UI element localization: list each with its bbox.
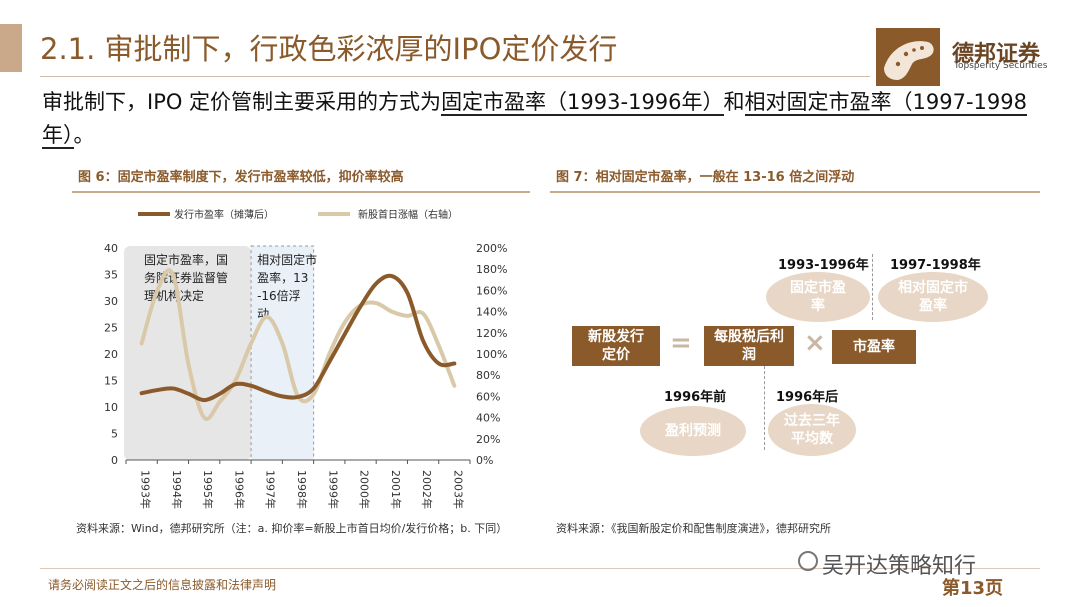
footer-disclaimer: 请务必阅读正文之后的信息披露和法律声明 [48, 578, 277, 592]
y-left-tick-label: 10 [104, 401, 118, 414]
x-tick-label: 2003年 [451, 470, 465, 509]
leopard-logo-icon [876, 28, 940, 86]
label-after-1996: 1996年后 [776, 390, 839, 405]
intro-text-2: 和 [723, 90, 745, 114]
y-right-tick-label: 180% [476, 263, 507, 276]
page-title: 2.1. 审批制下，行政色彩浓厚的IPO定价发行 [40, 32, 618, 66]
legend-label-first-day: 新股首日涨幅（右轴） [358, 208, 458, 221]
intro-paragraph: 审批制下，IPO 定价管制主要采用的方式为固定市盈率（1993-1996年）和相… [42, 86, 1062, 152]
y-left-tick-label: 25 [104, 322, 118, 335]
y-left-tick-label: 40 [104, 242, 118, 255]
y-left-tick-label: 20 [104, 348, 118, 361]
x-tick-label: 2000年 [358, 470, 372, 509]
label-period-1993-1996: 1993-1996年 [778, 258, 869, 273]
node-three-year-average: 过去三年平均数 [768, 404, 856, 456]
node-eps: 每股税后利润 [704, 326, 794, 366]
watermark-text: 吴开达策略知行 [822, 554, 977, 579]
y-right-tick-label: 200% [476, 242, 507, 255]
intro-text-1: 审批制下，IPO 定价管制主要采用的方式为 [42, 90, 442, 114]
times-operator: × [804, 328, 826, 358]
footer-divider [40, 568, 1040, 569]
y-right-tick-label: 140% [476, 306, 507, 319]
x-tick-label: 2001年 [389, 470, 403, 509]
equals-operator: = [670, 328, 692, 358]
wechat-icon [798, 551, 818, 571]
y-left-tick-label: 35 [104, 269, 118, 282]
intro-underline-1: 固定市盈率（1993-1996年） [441, 90, 724, 116]
node-profit-forecast: 盈利预测 [640, 406, 746, 456]
x-tick-label: 1999年 [326, 470, 340, 509]
region-relative-pe [251, 246, 314, 460]
legend-label-pe: 发行市盈率（摊薄后） [174, 208, 274, 221]
brand-name: 德邦证券 [952, 42, 1041, 67]
y-right-tick-label: 120% [476, 327, 507, 340]
figure6-chart: 0 5 10 15 20 25 30 35 40 0% 20% 40% 60% 80% 100% 120% 14… [104, 208, 507, 509]
brand-subtitle: Topsperity Securities [954, 61, 1048, 71]
divider-dashed-vertical [872, 254, 873, 320]
x-tick-label: 1998年 [295, 470, 309, 509]
y-left-tick-label: 15 [104, 375, 118, 388]
y-right-tick-label: 20% [476, 433, 500, 446]
node-new-issue-price: 新股发行定价 [572, 326, 660, 366]
node-relative-pe: 相对固定市盈率 [878, 272, 988, 322]
intro-text-3: 。 [73, 123, 95, 147]
series-pe-line [139, 273, 457, 403]
x-tick-label: 1993年 [139, 470, 153, 509]
figure7-title: 图 7：相对固定市盈率，一般在 13-16 倍之间浮动 [556, 170, 855, 185]
y-right-tick-label: 160% [476, 284, 507, 297]
x-tick-label: 1996年 [232, 470, 246, 509]
figure6-rule [72, 191, 530, 193]
node-pe: 市盈率 [832, 330, 916, 364]
node-fixed-pe: 固定市盈率 [766, 272, 870, 322]
accent-bar [0, 24, 22, 72]
x-tick-label: 1994年 [170, 470, 184, 509]
figure7-rule [550, 191, 1040, 193]
y-right-tick-label: 60% [476, 390, 500, 403]
annotation-relative-pe: 相对固定市盈率，13 -16倍浮动 [257, 252, 317, 321]
label-period-1997-1998: 1997-1998年 [890, 258, 981, 273]
divider-dashed-vertical-2 [764, 366, 765, 450]
y-left-tick-label: 5 [111, 428, 118, 441]
y-right-tick-label: 0% [476, 454, 493, 467]
figure6-title: 图 6：固定市盈率制度下，发行市盈率较低，抑价率较高 [78, 170, 404, 185]
y-right-tick-label: 40% [476, 412, 500, 425]
x-tick-label: 1997年 [264, 470, 278, 509]
title-divider [40, 76, 870, 77]
x-tick-label: 2002年 [420, 470, 434, 509]
y-left-tick-label: 30 [104, 295, 118, 308]
y-right-tick-label: 100% [476, 348, 507, 361]
figure6-source: 资料来源：Wind，德邦研究所（注：a. 抑价率=新股上市首日均价/发行价格；b… [76, 522, 508, 535]
y-right-tick-label: 80% [476, 369, 500, 382]
y-left-tick-label: 0 [111, 454, 118, 467]
label-before-1996: 1996年前 [664, 390, 727, 405]
figure7-source: 资料来源：《我国新股定价和配售制度演进》，德邦研究所 [556, 522, 831, 535]
x-tick-label: 1995年 [201, 470, 215, 509]
page-number: 第13页 [942, 578, 1004, 599]
intro-underline-2: 相对固定市盈率（1997-1998年） [42, 90, 1027, 149]
